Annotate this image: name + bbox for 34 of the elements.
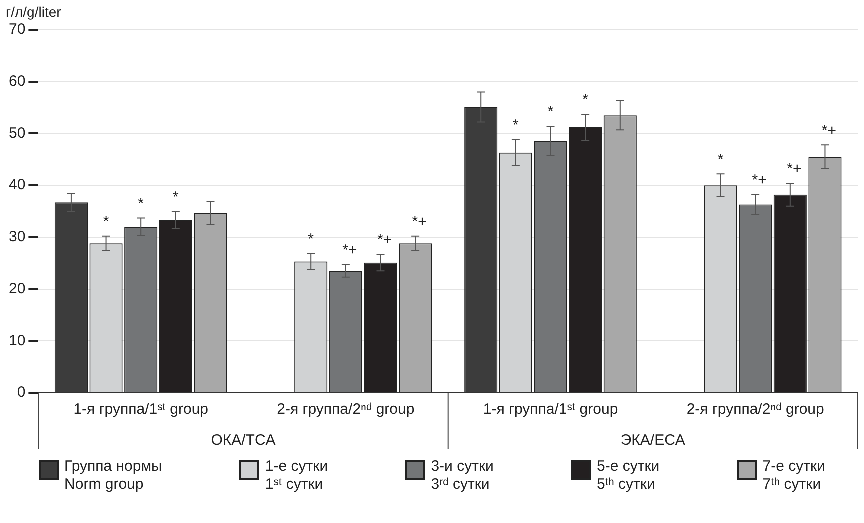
x-tick-label: 2-я группа/2ⁿᵈ group <box>686 401 824 418</box>
data-label: *+ <box>787 160 802 178</box>
y-tick-label: 60 <box>8 73 26 90</box>
x-tick-label: 1-я группа/1ˢᵗ group <box>74 401 208 418</box>
legend-label: Группа нормы Norm group <box>64 458 162 494</box>
y-tick-label: 70 <box>8 21 26 38</box>
legend-label: 1-е сутки 1ˢᵗ сутки <box>265 458 328 494</box>
legend-label: 5-е сутки 5ᵗʰ сутки <box>596 458 660 494</box>
legend-label: 3-и сутки 3ʳᵈ сутки <box>431 458 494 494</box>
data-label: *+ <box>342 242 358 260</box>
legend-label: 7-е сутки 7ᵗʰ сутки <box>762 458 826 494</box>
y-tick-label: 40 <box>8 176 26 194</box>
data-label: * <box>718 151 724 168</box>
data-label: * <box>582 92 589 109</box>
data-label: * <box>138 195 144 212</box>
x-tick-label: 1-я группа/1ˢᵗ group <box>483 401 618 418</box>
data-label: * <box>173 189 179 206</box>
y-tick-label: 50 <box>8 124 26 142</box>
y-tick-label: 30 <box>8 228 26 246</box>
text: ОКА/TCA <box>211 432 276 450</box>
data-label: *+ <box>752 172 768 190</box>
y-tick-label: 20 <box>8 280 26 298</box>
data-label: *+ <box>822 122 837 140</box>
x-tick-label: 2-я группа/2ⁿᵈ group <box>277 401 415 418</box>
data-label: *+ <box>412 214 428 231</box>
data-label: * <box>513 117 520 134</box>
data-label: * <box>103 214 110 231</box>
y-tick-label: 10 <box>8 332 26 350</box>
y-axis-title: г/л/g/liter <box>6 4 62 20</box>
data-label: * <box>308 231 314 248</box>
y-tick-label: 0 <box>17 384 26 402</box>
data-label: * <box>548 104 554 121</box>
text: ЭКА/ECA <box>620 432 686 450</box>
data-label: *+ <box>377 232 392 249</box>
